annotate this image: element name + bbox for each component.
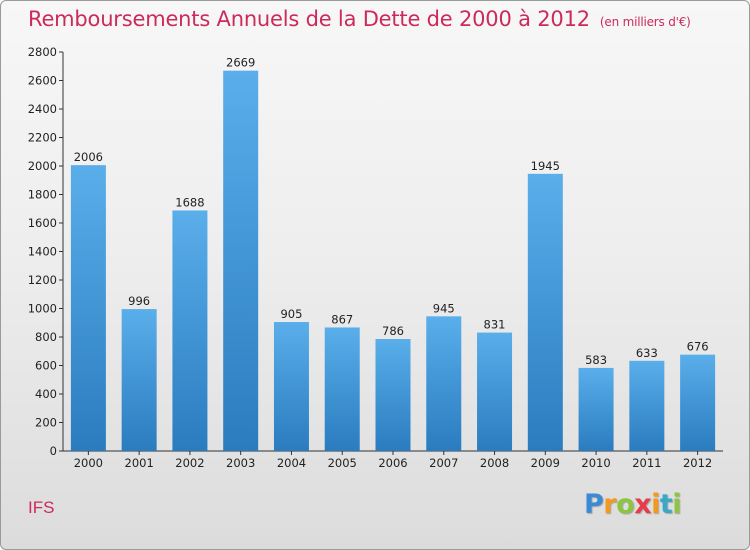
x-tick-label: 2004 <box>277 456 306 470</box>
y-tick-label: 800 <box>35 330 57 344</box>
x-tick-label: 2010 <box>581 456 610 470</box>
y-tick-label: 2600 <box>28 74 57 88</box>
x-tick-label: 2009 <box>531 456 560 470</box>
bar <box>680 354 716 451</box>
x-tick-label: 2006 <box>378 456 407 470</box>
bar-value-label: 1688 <box>175 195 204 209</box>
bar <box>223 70 259 451</box>
x-tick-label: 2007 <box>429 456 458 470</box>
x-tick-label: 2003 <box>226 456 255 470</box>
y-tick-label: 2000 <box>28 159 57 173</box>
x-tick-label: 2005 <box>328 456 357 470</box>
bar-value-label: 2006 <box>74 150 103 164</box>
bar-value-label: 945 <box>433 301 455 315</box>
bar <box>70 165 106 451</box>
y-tick-label: 2800 <box>28 45 57 59</box>
y-tick-label: 1400 <box>28 245 57 259</box>
logo-letter: x <box>634 489 652 520</box>
bar <box>324 327 360 451</box>
y-tick-label: 1600 <box>28 216 57 230</box>
logo-letter: r <box>603 489 617 520</box>
bar <box>375 338 411 451</box>
bar-value-label: 867 <box>331 312 353 326</box>
logo-letter: P <box>584 489 604 520</box>
commune-name: IFS <box>28 498 55 517</box>
x-tick-label: 2012 <box>683 456 712 470</box>
bar <box>578 367 614 451</box>
x-tick-label: 2011 <box>632 456 661 470</box>
x-tick-label: 2008 <box>480 456 509 470</box>
logo-letter: i <box>672 489 682 520</box>
bar <box>477 332 513 451</box>
y-tick-label: 600 <box>35 359 57 373</box>
y-tick-label: 0 <box>50 444 57 458</box>
bar-value-label: 2669 <box>226 56 255 70</box>
bar-value-label: 1945 <box>531 159 560 173</box>
bar-value-label: 996 <box>128 294 150 308</box>
bar <box>121 309 157 451</box>
x-tick-label: 2001 <box>125 456 154 470</box>
logo-letter: i <box>651 489 660 520</box>
bar <box>273 322 309 451</box>
logo-letter: t <box>659 489 673 520</box>
chart-title: Remboursements Annuels de la Dette de 20… <box>28 7 691 31</box>
bar <box>629 360 665 451</box>
y-tick-label: 200 <box>35 416 57 430</box>
bar-value-label: 583 <box>585 353 607 367</box>
bar-value-label: 831 <box>484 318 506 332</box>
bar <box>426 316 462 451</box>
title-text: Remboursements Annuels de la Dette de 20… <box>28 7 590 31</box>
bar <box>527 173 563 451</box>
y-tick-label: 400 <box>35 387 57 401</box>
bar-value-label: 905 <box>280 307 302 321</box>
proxiti-logo: Proxiti <box>584 489 682 520</box>
chart-subtitle: (en milliers d'€) <box>599 15 691 29</box>
bar-value-label: 786 <box>382 324 404 338</box>
y-tick-label: 2400 <box>28 102 57 116</box>
bar-value-label: 676 <box>687 340 709 354</box>
y-tick-label: 1800 <box>28 188 57 202</box>
bar-value-label: 633 <box>636 346 658 360</box>
bar <box>172 210 208 451</box>
y-tick-label: 2200 <box>28 131 57 145</box>
y-tick-label: 1000 <box>28 302 57 316</box>
x-tick-label: 2002 <box>175 456 204 470</box>
x-tick-label: 2000 <box>74 456 103 470</box>
logo-letter: o <box>616 489 635 520</box>
y-tick-label: 1200 <box>28 273 57 287</box>
